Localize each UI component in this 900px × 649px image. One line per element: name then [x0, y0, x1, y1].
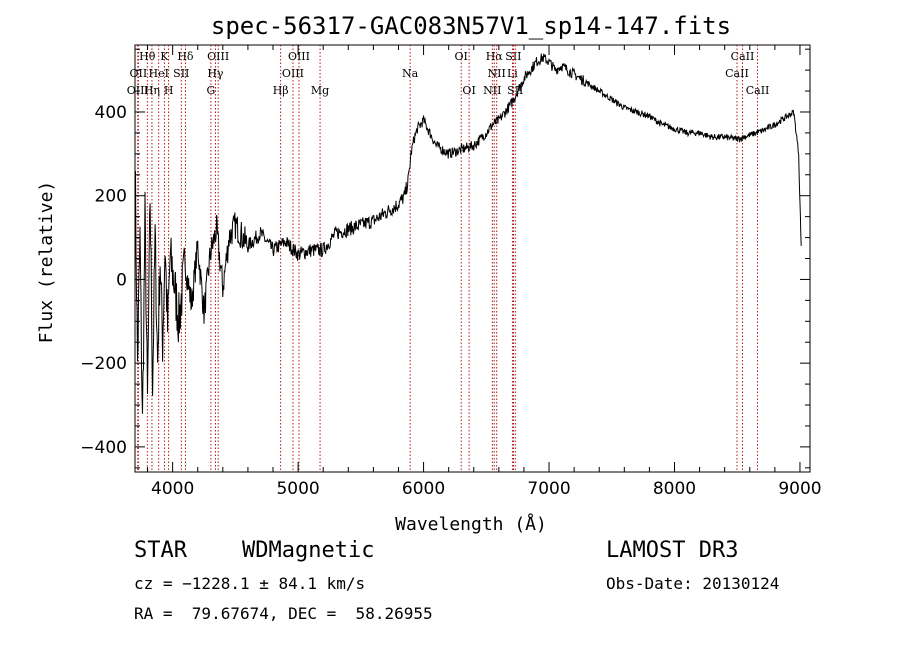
line-label: NII: [488, 67, 506, 80]
plot-border: [134, 44, 811, 473]
y-tick-label: 0: [116, 270, 127, 290]
line-label: Hα: [486, 50, 504, 63]
survey-name: LAMOST DR3: [606, 538, 739, 563]
x-tick-label: 4000: [151, 479, 194, 499]
axes: 4000 5000 6000 7000 8000 9000 −400 −200 0 200 400: [80, 45, 822, 499]
y-tick-label: 400: [95, 103, 127, 123]
plot-frame: [134, 44, 811, 473]
line-label: CaII: [746, 84, 770, 97]
line-label: HeI: [148, 67, 168, 80]
line-label: Mg: [311, 84, 329, 97]
flux-line: [135, 53, 802, 414]
line-label: Hγ: [207, 67, 224, 80]
line-label: OIII: [282, 67, 304, 80]
line-label: NII: [483, 84, 501, 97]
flux-series: [135, 53, 802, 414]
redshift-readout: cz = −1228.1 ± 84.1 km/s: [134, 574, 366, 593]
x-axis-label: Wavelength (Å): [395, 513, 547, 535]
line-label: Hδ: [177, 50, 194, 63]
line-label: OIII: [207, 50, 229, 63]
x-tick-label: 6000: [402, 479, 445, 499]
x-tick-label: 8000: [653, 479, 696, 499]
y-axis-label: Flux (relative): [36, 181, 57, 344]
line-label: SII: [505, 50, 521, 63]
object-subclass: WDMagnetic: [242, 538, 375, 563]
line-label: CaII: [725, 67, 749, 80]
line-label: OI: [455, 50, 468, 63]
line-label: K: [160, 50, 169, 63]
x-tick-label: 5000: [276, 479, 319, 499]
line-label: H: [164, 84, 174, 97]
line-label: OII: [130, 67, 148, 80]
line-label: Li: [507, 67, 518, 80]
emission-lines: Hθ OII OIII K HeI Hη Hδ SII H OIII Hγ G OIII OIII Hβ Mg…: [127, 45, 770, 472]
x-tick-label: 9000: [778, 479, 821, 499]
line-label: SII: [173, 67, 189, 80]
y-tick-label: −200: [80, 354, 127, 374]
line-label: G: [207, 84, 216, 97]
observation-date: Obs-Date: 20130124: [606, 574, 780, 593]
line-label: OI: [462, 84, 475, 97]
line-label: Hβ: [273, 84, 289, 97]
chart-title: spec-56317-GAC083N57V1_sp14-147.fits: [211, 12, 731, 40]
y-tick-label: −400: [80, 438, 127, 458]
line-label: OIII: [127, 84, 149, 97]
line-label: SII: [507, 84, 523, 97]
y-tick-label: 200: [95, 187, 127, 207]
coordinates-readout: RA = 79.67674, DEC = 58.26955: [134, 604, 433, 623]
x-tick-label: 7000: [527, 479, 570, 499]
line-label: Hη: [144, 84, 160, 97]
line-label: CaII: [731, 50, 755, 63]
line-label: Hθ: [139, 50, 156, 63]
line-label: OIII: [288, 50, 310, 63]
line-label: Na: [402, 67, 419, 80]
object-type: STAR: [134, 538, 187, 563]
